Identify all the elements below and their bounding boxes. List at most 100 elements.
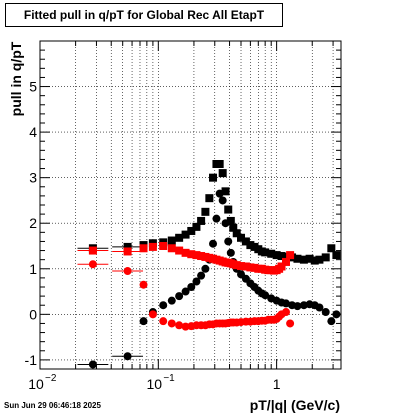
data-point-square — [221, 187, 230, 196]
data-point-square — [299, 255, 308, 264]
x-axis-label: pT/|q| (GeV/c) — [249, 397, 340, 413]
data-point-circle — [175, 321, 184, 330]
data-point-square — [197, 252, 206, 261]
data-point-square — [175, 233, 184, 242]
data-point-square — [310, 256, 319, 265]
data-point-square — [232, 229, 241, 238]
data-point-circle — [281, 299, 290, 308]
data-point-square — [148, 242, 157, 251]
axis-ticks — [39, 41, 341, 370]
data-point-circle — [327, 317, 336, 326]
data-point-circle — [192, 277, 201, 286]
data-point-square — [237, 233, 246, 242]
data-point-square — [277, 252, 286, 261]
data-point-circle — [181, 322, 190, 331]
data-point-square — [181, 248, 190, 257]
data-point-square — [159, 242, 168, 250]
data-point-circle — [286, 319, 295, 328]
data-point-square — [175, 246, 184, 255]
data-point-circle — [221, 219, 230, 228]
y-tick-label: 4 — [29, 124, 37, 140]
data-point-square — [315, 255, 324, 264]
data-point-circle — [148, 310, 157, 319]
data-point-circle — [315, 303, 324, 312]
data-point-circle — [197, 271, 206, 280]
data-point-square — [226, 216, 235, 225]
timestamp: Sun Jun 29 06:46:18 2025 — [4, 401, 101, 410]
data-point-square — [327, 244, 336, 253]
data-point-circle — [226, 248, 235, 257]
data-point-square — [209, 173, 218, 182]
data-point-circle — [215, 189, 224, 198]
data-point-square — [218, 169, 227, 178]
data-point-square — [321, 253, 330, 262]
data-point-circle — [139, 317, 148, 326]
data-point-square — [181, 230, 190, 239]
data-point-square — [241, 262, 250, 271]
data-point-square — [201, 207, 210, 216]
data-point-square — [139, 244, 148, 253]
data-point-square — [272, 251, 281, 260]
data-point-circle — [293, 302, 302, 311]
data-point-circle — [88, 360, 97, 369]
data-point-square — [224, 205, 233, 214]
y-axis-label: pull in q/pT — [8, 41, 24, 117]
data-point-square — [286, 251, 295, 260]
x-tick-exponent: −1 — [163, 373, 175, 384]
data-point-square — [123, 247, 132, 256]
data-point-square — [246, 263, 255, 272]
y-tick-label: 5 — [29, 79, 37, 95]
data-point-circle — [123, 352, 132, 361]
data-point-circle — [281, 308, 290, 317]
data-point-square — [237, 262, 246, 271]
data-point-circle — [159, 301, 168, 310]
data-point-square — [192, 251, 201, 260]
data-point-circle — [218, 196, 227, 205]
data-point-circle — [159, 317, 168, 326]
data-point-square — [246, 241, 255, 250]
data-point-square — [215, 160, 224, 168]
data-point-square — [241, 237, 250, 246]
data-point-square — [88, 246, 97, 255]
x-tick-label: 10 — [28, 376, 44, 392]
data-point-square — [305, 254, 314, 263]
data-point-circle — [201, 264, 210, 273]
data-point-circle — [181, 287, 190, 296]
data-point-square — [205, 194, 214, 203]
data-point-circle — [167, 319, 176, 328]
chart-title: Fitted pull in q/pT for Global Rec All E… — [23, 8, 265, 22]
data-point-circle — [139, 280, 148, 289]
plot-frame — [39, 40, 342, 370]
data-point-square — [281, 257, 290, 266]
data-point-square — [187, 226, 196, 235]
data-point-square — [123, 242, 132, 251]
y-tick-label: 1 — [29, 261, 37, 277]
data-point-circle — [88, 260, 97, 269]
y-tick-label: 2 — [29, 215, 37, 231]
chart-title-box: Fitted pull in q/pT for Global Rec All E… — [5, 3, 283, 27]
data-point-square — [187, 250, 196, 259]
data-point-square — [167, 244, 176, 253]
data-point-square — [167, 236, 176, 245]
data-point-square — [192, 222, 201, 231]
data-point-circle — [212, 214, 221, 223]
x-tick-label: 1 — [273, 376, 281, 392]
y-tick-label: 0 — [29, 306, 37, 322]
x-tick-label: 10 — [147, 376, 163, 392]
data-point-square — [293, 254, 302, 263]
data-point-square — [261, 248, 270, 257]
y-tick-label: -1 — [25, 352, 38, 368]
data-point-circle — [261, 291, 270, 300]
data-point-circle — [321, 308, 330, 317]
data-point-square — [197, 216, 206, 225]
data-point-circle — [175, 292, 184, 301]
data-point-circle — [224, 237, 233, 246]
data-point-square — [267, 249, 276, 258]
data-point-circle — [209, 239, 218, 248]
data-point-circle — [123, 267, 132, 276]
data-points — [77, 160, 341, 369]
data-point-circle — [167, 296, 176, 305]
grid-lines — [39, 41, 341, 369]
